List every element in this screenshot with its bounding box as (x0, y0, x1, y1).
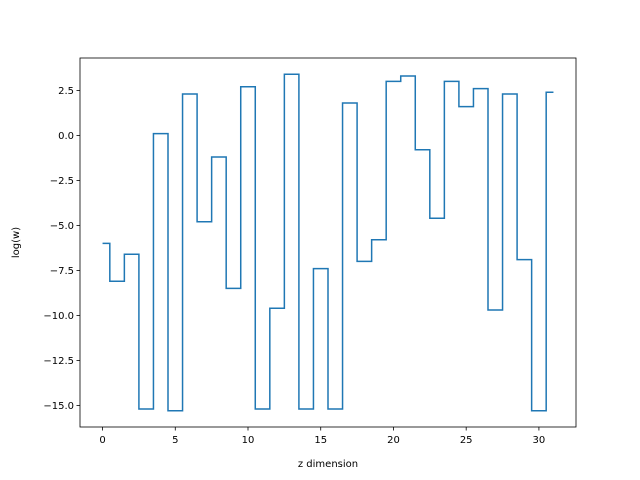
x-tick-label: 20 (387, 435, 400, 446)
y-tick-label: 2.5 (58, 86, 74, 97)
y-tick-label: −12.5 (43, 356, 74, 367)
x-tick-label: 0 (99, 435, 105, 446)
x-axis-ticks: 0 5 10 15 20 25 30 (99, 427, 545, 446)
y-tick-label: 0.0 (58, 131, 74, 142)
axes-frame (79, 57, 577, 428)
series-layer (102, 73, 554, 412)
y-tick-label: −5.0 (50, 221, 74, 232)
y-tick-label: −10.0 (43, 311, 74, 322)
x-tick-label: 15 (314, 435, 327, 446)
y-tick-label: −15.0 (43, 401, 74, 412)
y-axis-label: log(w) (11, 227, 22, 258)
x-axis-label: z dimension (298, 459, 358, 470)
x-tick-label: 30 (533, 435, 546, 446)
x-tick-label: 10 (242, 435, 255, 446)
y-axis-ticks: 2.5 0.0 −2.5 −5.0 −7.5 −10.0 −12.5 −15.0 (43, 86, 80, 412)
y-tick-label: −2.5 (50, 176, 74, 187)
series-line-0 (102, 73, 554, 412)
x-tick-label: 25 (460, 435, 473, 446)
y-tick-label: −7.5 (50, 266, 74, 277)
x-tick-label: 5 (172, 435, 178, 446)
